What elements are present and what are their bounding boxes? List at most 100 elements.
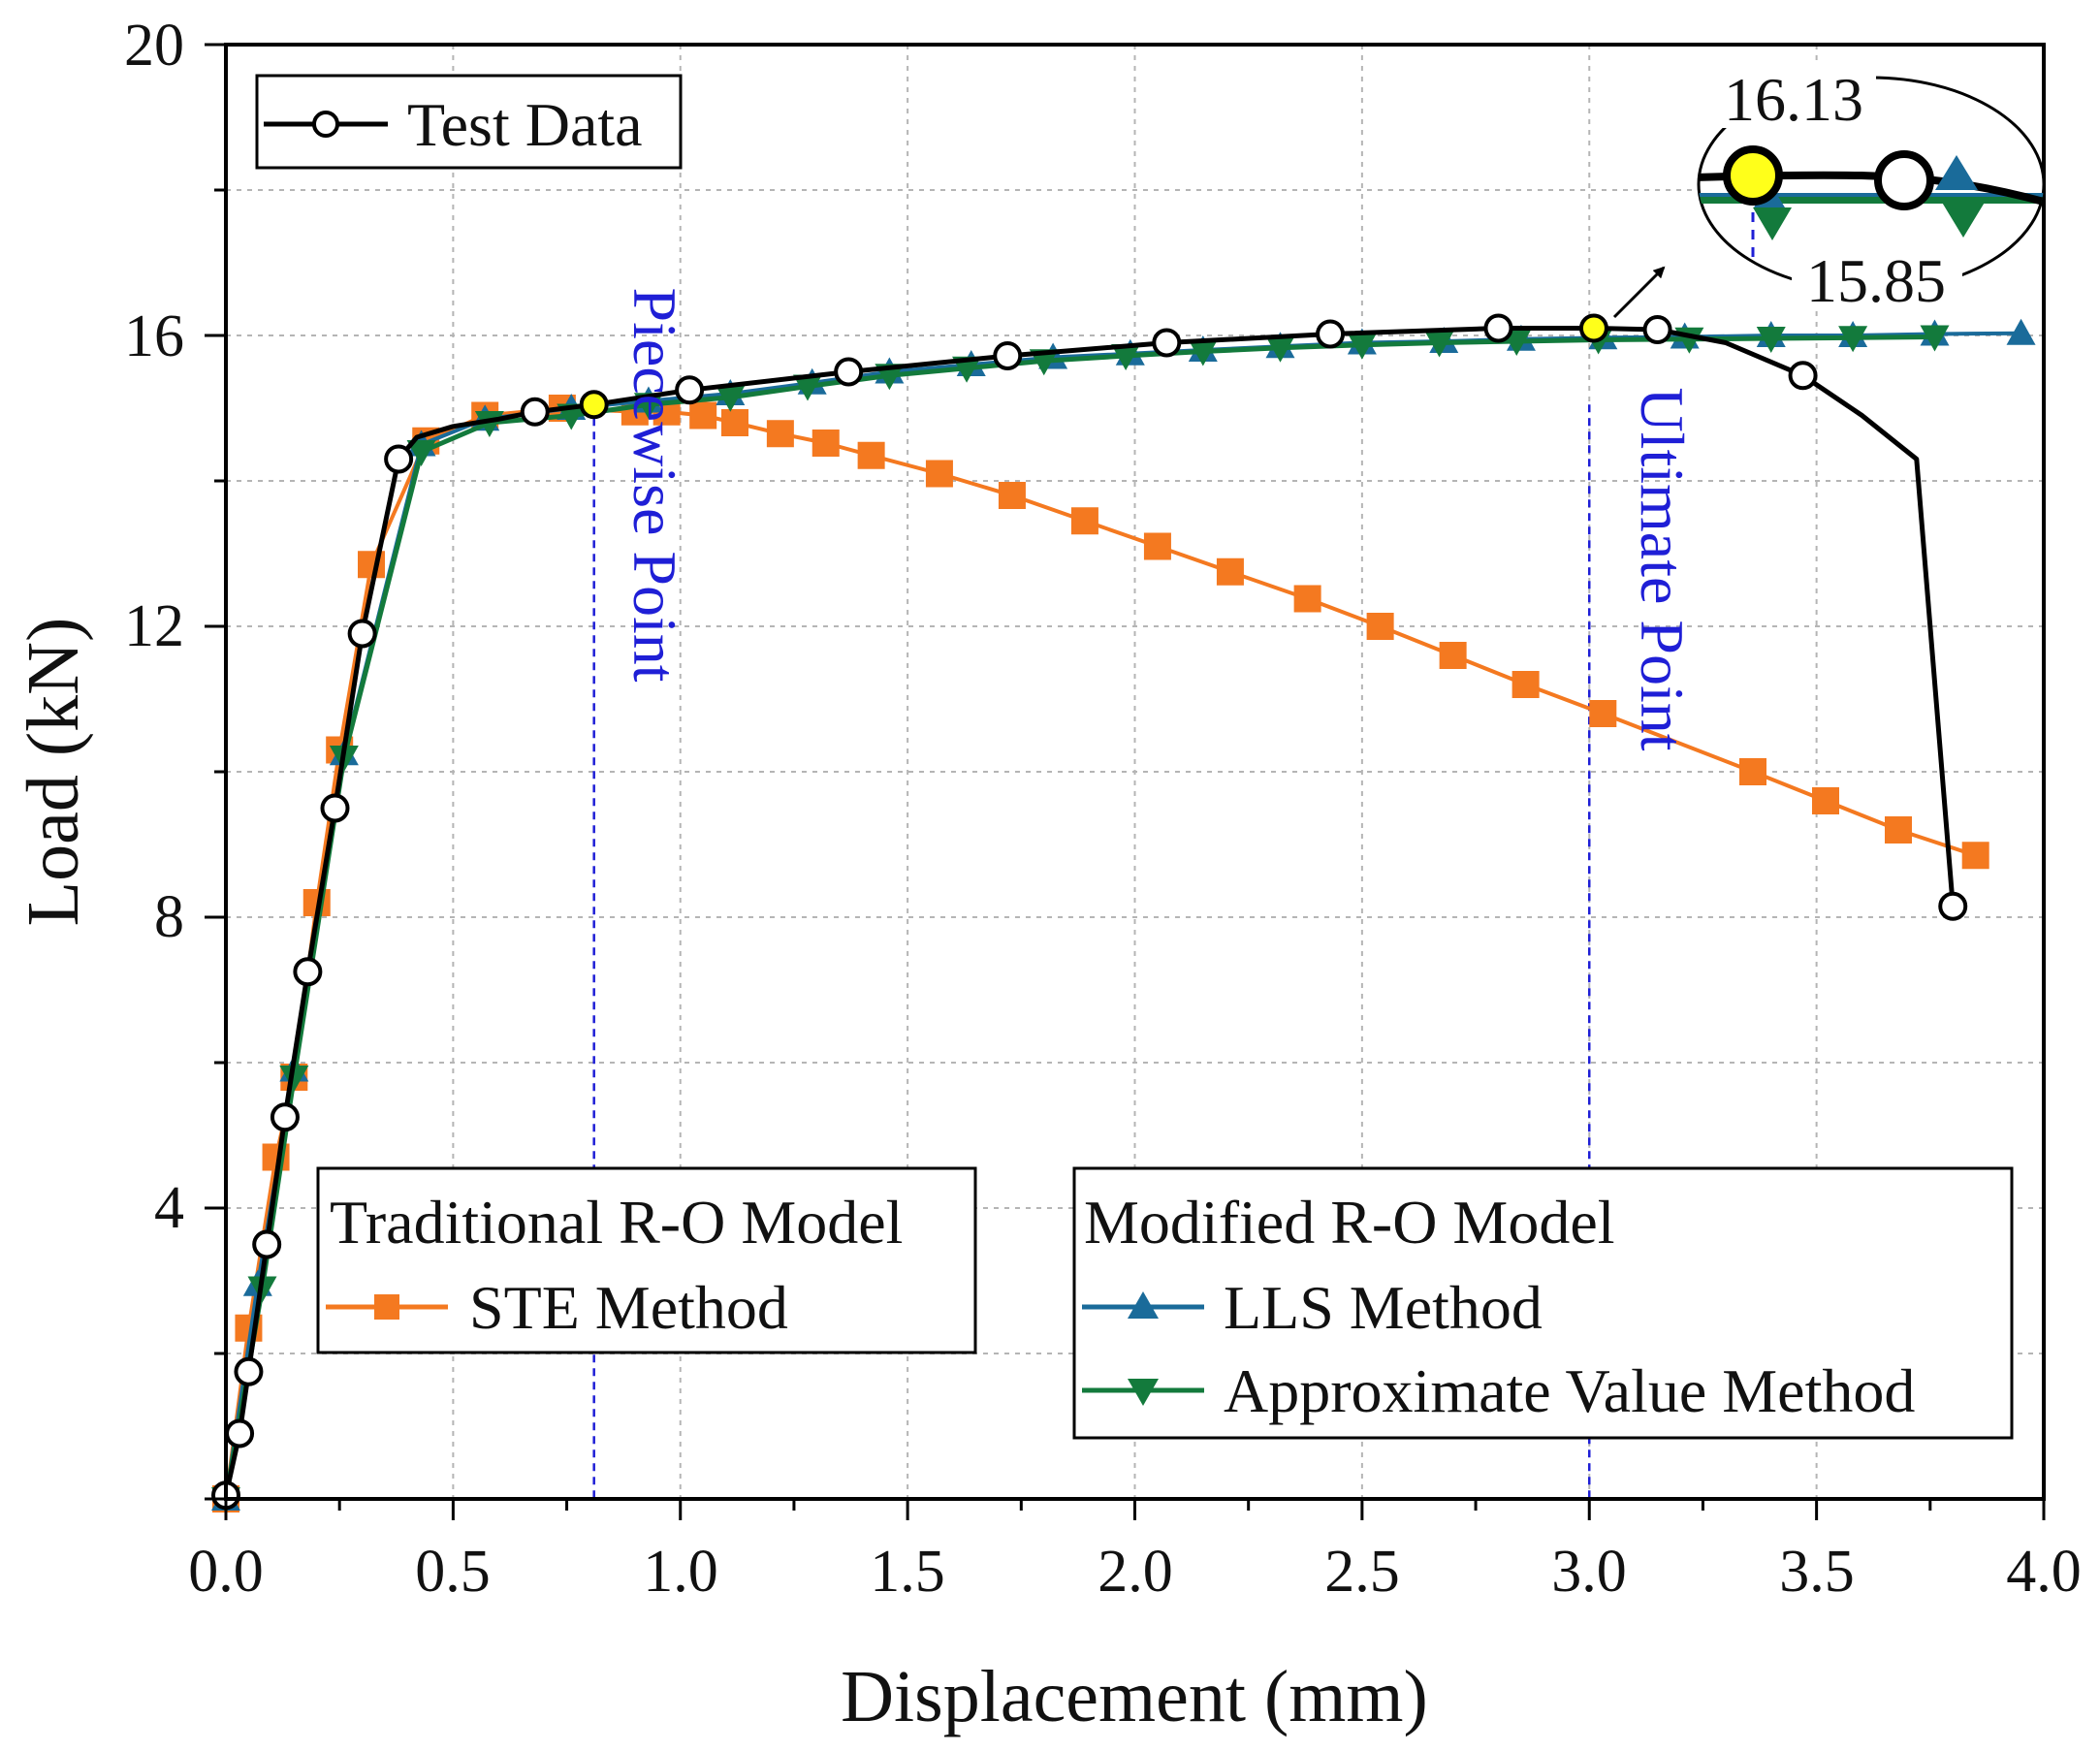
ste-marker (1439, 642, 1467, 669)
test-data-marker (1483, 313, 1513, 343)
legend-label: STE Method (469, 1273, 788, 1342)
legend-swatch-marker (374, 1294, 399, 1320)
y-axis-title: Load (kN) (13, 618, 94, 927)
inset-pointer-arrow (1612, 266, 1666, 319)
ste-marker (1293, 585, 1321, 613)
key-point-marker (579, 390, 609, 420)
legend-label: Approximate Value Method (1224, 1356, 1915, 1425)
ste-marker (1366, 613, 1394, 640)
x-tick-label: 2.5 (1324, 1539, 1400, 1605)
ste-marker (1739, 758, 1766, 785)
ste-marker (925, 460, 953, 488)
y-tick-label: 4 (154, 1175, 184, 1241)
inset-lls-marker (1935, 155, 1978, 190)
legend-swatch-marker (1128, 1379, 1159, 1406)
inset-upper-label-bg (1711, 64, 1876, 128)
legend-title: Traditional R-O Model (330, 1188, 903, 1257)
zoom-inset: 16.13 15.85 (1612, 64, 2046, 319)
inset-lower-label-bg (1792, 244, 1962, 308)
test-data-series (211, 313, 1968, 1511)
inset-approx-marker (1941, 201, 1986, 238)
y-tick-label: 8 (154, 884, 184, 950)
test-data-marker (225, 1418, 255, 1449)
ste-marker (1885, 816, 1912, 844)
x-axis-title: Displacement (mm) (841, 1656, 1428, 1737)
test-data-marker (252, 1229, 282, 1259)
inset-test-marker (1874, 150, 1934, 210)
ste-marker (998, 482, 1026, 509)
key-point-marker (1578, 313, 1608, 343)
approx-marker (1838, 326, 1868, 353)
ste-marker (1143, 532, 1171, 560)
test-data-marker (993, 341, 1023, 370)
ultimate-point-label: Ultimate Point (1628, 387, 1697, 750)
legend-modified-model: Modified R-O Model LLS Method Approximat… (1072, 1166, 2014, 1440)
y-tick-label: 16 (124, 303, 184, 369)
x-tick-label: 3.5 (1779, 1539, 1855, 1605)
lls-marker (2006, 318, 2036, 345)
x-tick-label: 0.5 (415, 1539, 491, 1605)
test-data-marker (675, 375, 705, 405)
ste-marker (857, 441, 885, 469)
ste-marker (1961, 842, 1989, 870)
x-tick-label: 1.5 (870, 1539, 945, 1605)
inset-test-line (1699, 171, 2044, 206)
legend-box (316, 1166, 977, 1354)
inset-approx-marker (1753, 207, 1792, 240)
x-tick-label: 0.0 (188, 1539, 264, 1605)
test-data-marker (234, 1356, 264, 1386)
test-data-marker (270, 1102, 300, 1132)
inset-upper-label: 16.13 (1724, 65, 1863, 134)
legend-swatch-marker (312, 111, 339, 138)
test-data-marker (320, 793, 350, 823)
approx-marker (1920, 325, 1950, 352)
axis-ticks (205, 43, 2046, 1520)
y-tick-labels: 4 8 12 16 20 (124, 13, 184, 1241)
x-tick-label: 3.0 (1551, 1539, 1627, 1605)
approx-marker (793, 374, 822, 401)
legend-label: LLS Method (1224, 1273, 1543, 1342)
test-data-marker (520, 397, 550, 427)
approx-marker (1265, 335, 1295, 363)
inset-ultimate-marker (1723, 145, 1783, 206)
ste-marker (1216, 557, 1244, 586)
ste-marker (689, 401, 717, 430)
approx-marker (1111, 344, 1141, 370)
y-tick-label: 12 (124, 593, 184, 659)
ste-marker (721, 409, 748, 436)
legend-label: Test Data (407, 90, 643, 159)
approx-marker (1424, 331, 1454, 358)
approx-marker (279, 1066, 309, 1092)
legend-test-data: Test Data (255, 74, 683, 170)
ste-marker (1812, 787, 1839, 814)
ste-marker (1589, 700, 1617, 727)
legend-swatch-marker (1128, 1291, 1159, 1319)
approx-marker (1756, 327, 1786, 353)
approx-marker (406, 440, 436, 466)
y-tick-label: 20 (124, 13, 184, 79)
test-data-marker (1152, 328, 1182, 358)
ste-marker (766, 420, 794, 448)
test-data-marker (834, 357, 864, 387)
x-tick-label: 4.0 (2006, 1539, 2082, 1605)
x-tick-labels: 0.0 0.5 1.0 1.5 2.0 2.5 3.0 3.5 4.0 (188, 1539, 2082, 1605)
data-series (211, 313, 2036, 1513)
test-data-marker (293, 957, 323, 987)
test-data-marker (1938, 891, 1968, 921)
approx-marker (716, 385, 746, 412)
legend-box (1072, 1166, 2014, 1440)
ste-marker (1511, 671, 1540, 698)
ste-marker (811, 430, 840, 457)
inset-content (1699, 145, 2044, 291)
test-data-marker (1788, 361, 1818, 391)
test-data-marker (384, 444, 414, 474)
legend-title: Modified R-O Model (1084, 1188, 1615, 1257)
piecewise-point-label: Piecewise Point (620, 287, 689, 682)
x-tick-label: 2.0 (1098, 1539, 1173, 1605)
approx-marker (1188, 339, 1218, 366)
ste-marker (1070, 507, 1098, 535)
test-data-line (223, 326, 1956, 1496)
x-tick-label: 1.0 (643, 1539, 718, 1605)
approx-marker (1347, 333, 1377, 360)
